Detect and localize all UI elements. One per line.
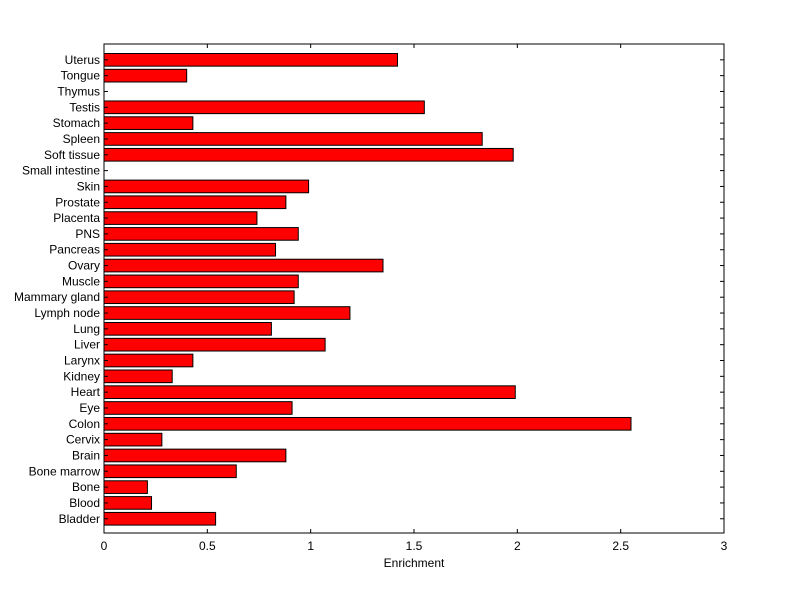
bar-ovary <box>103 258 384 273</box>
category-label: Liver <box>74 338 100 352</box>
bar-colon <box>103 416 632 431</box>
bar-testis <box>103 100 425 115</box>
category-label: Kidney <box>63 369 100 383</box>
category-label: Skin <box>77 179 100 193</box>
bar-liver <box>103 337 326 352</box>
category-label: Spleen <box>63 132 100 146</box>
bars-group <box>103 53 632 526</box>
bar-soft-tissue <box>103 147 514 162</box>
bar-placenta <box>103 211 258 225</box>
category-label: Blood <box>69 496 100 510</box>
bar-pns <box>103 227 299 241</box>
bar-prostate <box>103 195 287 210</box>
plot-frame <box>103 43 725 534</box>
category-label: Bladder <box>59 512 100 526</box>
category-label: Prostate <box>55 195 100 209</box>
category-label: Heart <box>71 385 101 399</box>
category-label: Larynx <box>64 354 100 368</box>
bar-heart <box>103 385 516 399</box>
x-tick-label: 3 <box>721 539 728 553</box>
category-label: Cervix <box>66 433 100 447</box>
bar-pancreas <box>103 242 277 257</box>
bar-larynx <box>103 353 194 368</box>
bar-mammary-gland <box>103 290 295 305</box>
category-label: Soft tissue <box>44 148 100 162</box>
category-label: Brain <box>72 448 100 462</box>
category-label: PNS <box>75 227 100 241</box>
bar-bone-marrow <box>103 464 237 479</box>
bar-tongue <box>103 68 188 83</box>
x-tick-label: 1 <box>307 539 314 553</box>
bar-skin <box>103 179 310 194</box>
x-tick-label: 2 <box>514 539 521 553</box>
bar-lymph-node <box>103 306 351 320</box>
category-label: Stomach <box>53 116 100 130</box>
x-tick-label: 0 <box>101 539 108 553</box>
category-label: Muscle <box>62 274 100 288</box>
category-label: Lung <box>73 322 100 336</box>
category-label: Eye <box>79 401 100 415</box>
bar-brain <box>103 448 287 463</box>
category-label: Placenta <box>53 211 100 225</box>
bar-lung <box>103 322 272 336</box>
bar-eye <box>103 401 293 415</box>
bar-cervix <box>103 432 163 447</box>
category-label: Thymus <box>57 84 100 98</box>
category-label: Ovary <box>68 259 100 273</box>
x-tick-label: 2.5 <box>612 539 629 553</box>
bar-bladder <box>103 511 217 526</box>
x-tick-label: 1.5 <box>406 539 423 553</box>
category-label: Small intestine <box>22 164 100 178</box>
category-label: Lymph node <box>34 306 100 320</box>
category-label: Testis <box>69 100 100 114</box>
bar-stomach <box>103 116 194 130</box>
bar-bone <box>103 480 148 494</box>
category-label: Colon <box>69 417 100 431</box>
bar-uterus <box>103 53 398 67</box>
category-label: Pancreas <box>49 243 100 257</box>
category-label: Uterus <box>65 53 100 67</box>
category-label: Mammary gland <box>14 290 100 304</box>
bar-muscle <box>103 274 299 289</box>
bar-blood <box>103 496 153 510</box>
bar-kidney <box>103 369 173 384</box>
category-label: Tongue <box>61 69 101 83</box>
x-tick-label: 0.5 <box>199 539 216 553</box>
x-axis-label: Enrichment <box>384 556 445 570</box>
bar-spleen <box>103 132 483 146</box>
category-label: Bone <box>72 480 100 494</box>
category-label: Bone marrow <box>29 464 101 478</box>
